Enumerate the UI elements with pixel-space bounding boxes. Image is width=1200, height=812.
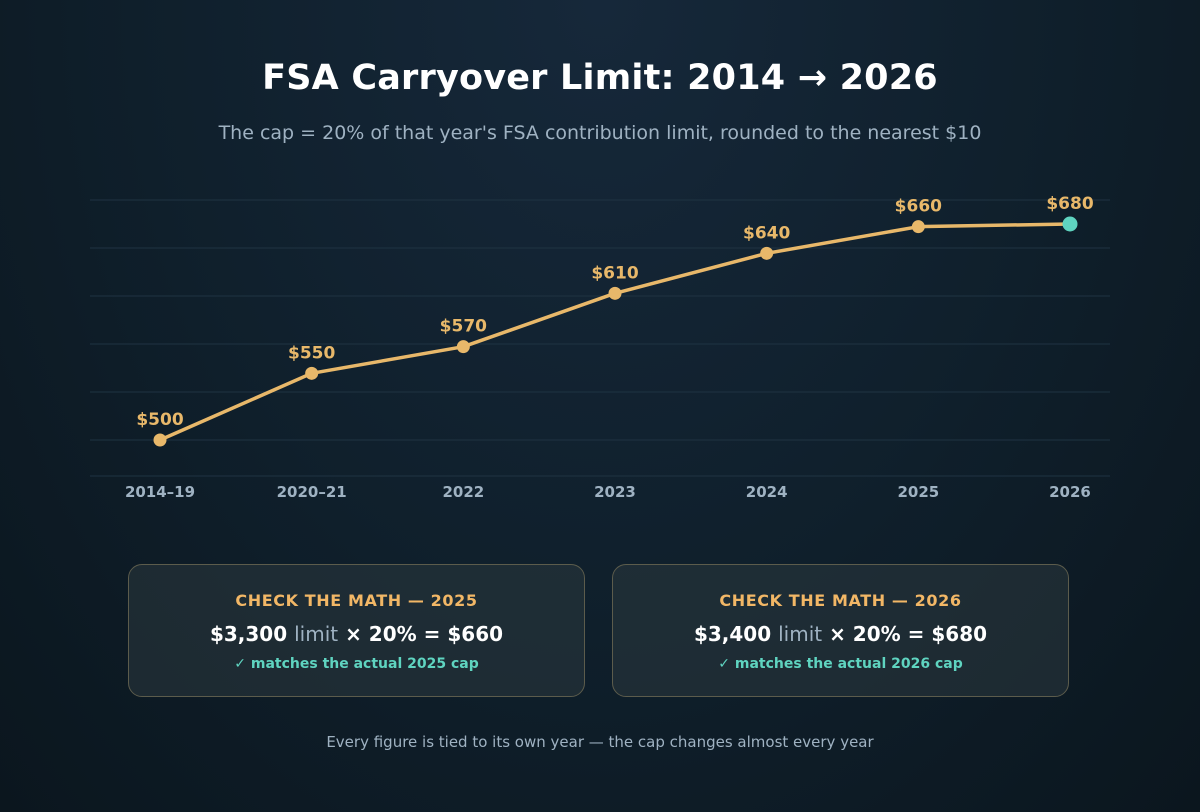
x-tick-label: 2023 (594, 483, 636, 501)
chart-subtitle: The cap = 20% of that year's FSA contrib… (218, 122, 982, 144)
formula-result: $680 (931, 622, 988, 646)
formula-operator: × 20% = (345, 622, 441, 646)
math-card-title: CHECK THE MATH — 2025 (235, 591, 478, 610)
math-card-formula: $3,300 limit × 20% = $660 (129, 622, 584, 646)
data-point (911, 220, 925, 234)
data-label: $550 (288, 343, 335, 363)
limit-word: limit (778, 622, 823, 646)
data-label: $610 (591, 263, 638, 283)
data-label: $680 (1046, 194, 1093, 214)
limit-word: limit (294, 622, 339, 646)
math-card-2025: CHECK THE MATH — 2025 $3,300 limit × 20%… (128, 564, 585, 697)
footer-note: Every figure is tied to its own year — t… (326, 733, 874, 751)
x-tick-label: 2022 (442, 483, 484, 501)
match-check-text: ✓ matches the actual 2026 cap (718, 656, 963, 672)
math-card-title: CHECK THE MATH — 2026 (719, 591, 962, 610)
data-labels: $500 $550 $570 $610 $640 $660 $680 (136, 194, 1093, 430)
series-line (158, 222, 1072, 442)
x-tick-labels: 2014–19 2020–21 2022 2023 2024 2025 2026 (125, 483, 1091, 501)
x-tick-label: 2026 (1049, 483, 1091, 501)
data-label: $570 (440, 317, 487, 337)
x-tick-label: 2025 (897, 483, 939, 501)
x-tick-label: 2024 (746, 483, 788, 501)
data-point (456, 340, 470, 354)
contribution-amount: $3,400 (693, 622, 772, 646)
x-tick-label: 2014–19 (125, 483, 195, 501)
x-tick-label: 2020–21 (277, 483, 347, 501)
data-point (1062, 216, 1078, 232)
chart-title: FSA Carryover Limit: 2014 → 2026 (262, 58, 938, 98)
math-card-2026: CHECK THE MATH — 2026 $3,400 limit × 20%… (612, 564, 1069, 697)
data-point (305, 366, 319, 380)
math-card-formula: $3,400 limit × 20% = $680 (613, 622, 1068, 646)
series-line-group (158, 222, 1072, 442)
formula-result: $660 (447, 622, 504, 646)
formula-operator: × 20% = (829, 622, 925, 646)
data-label: $640 (743, 223, 790, 243)
data-label: $500 (136, 410, 183, 430)
data-label: $660 (895, 197, 942, 217)
data-point (760, 246, 774, 260)
data-point (608, 286, 622, 300)
contribution-amount: $3,300 (209, 622, 288, 646)
chart-grid (90, 199, 1110, 477)
data-point (153, 433, 167, 447)
data-points (153, 216, 1078, 447)
match-check-text: ✓ matches the actual 2025 cap (234, 656, 479, 672)
line-chart: $500 $550 $570 $610 $640 $660 $680 2014–19 2020… (90, 194, 1110, 501)
